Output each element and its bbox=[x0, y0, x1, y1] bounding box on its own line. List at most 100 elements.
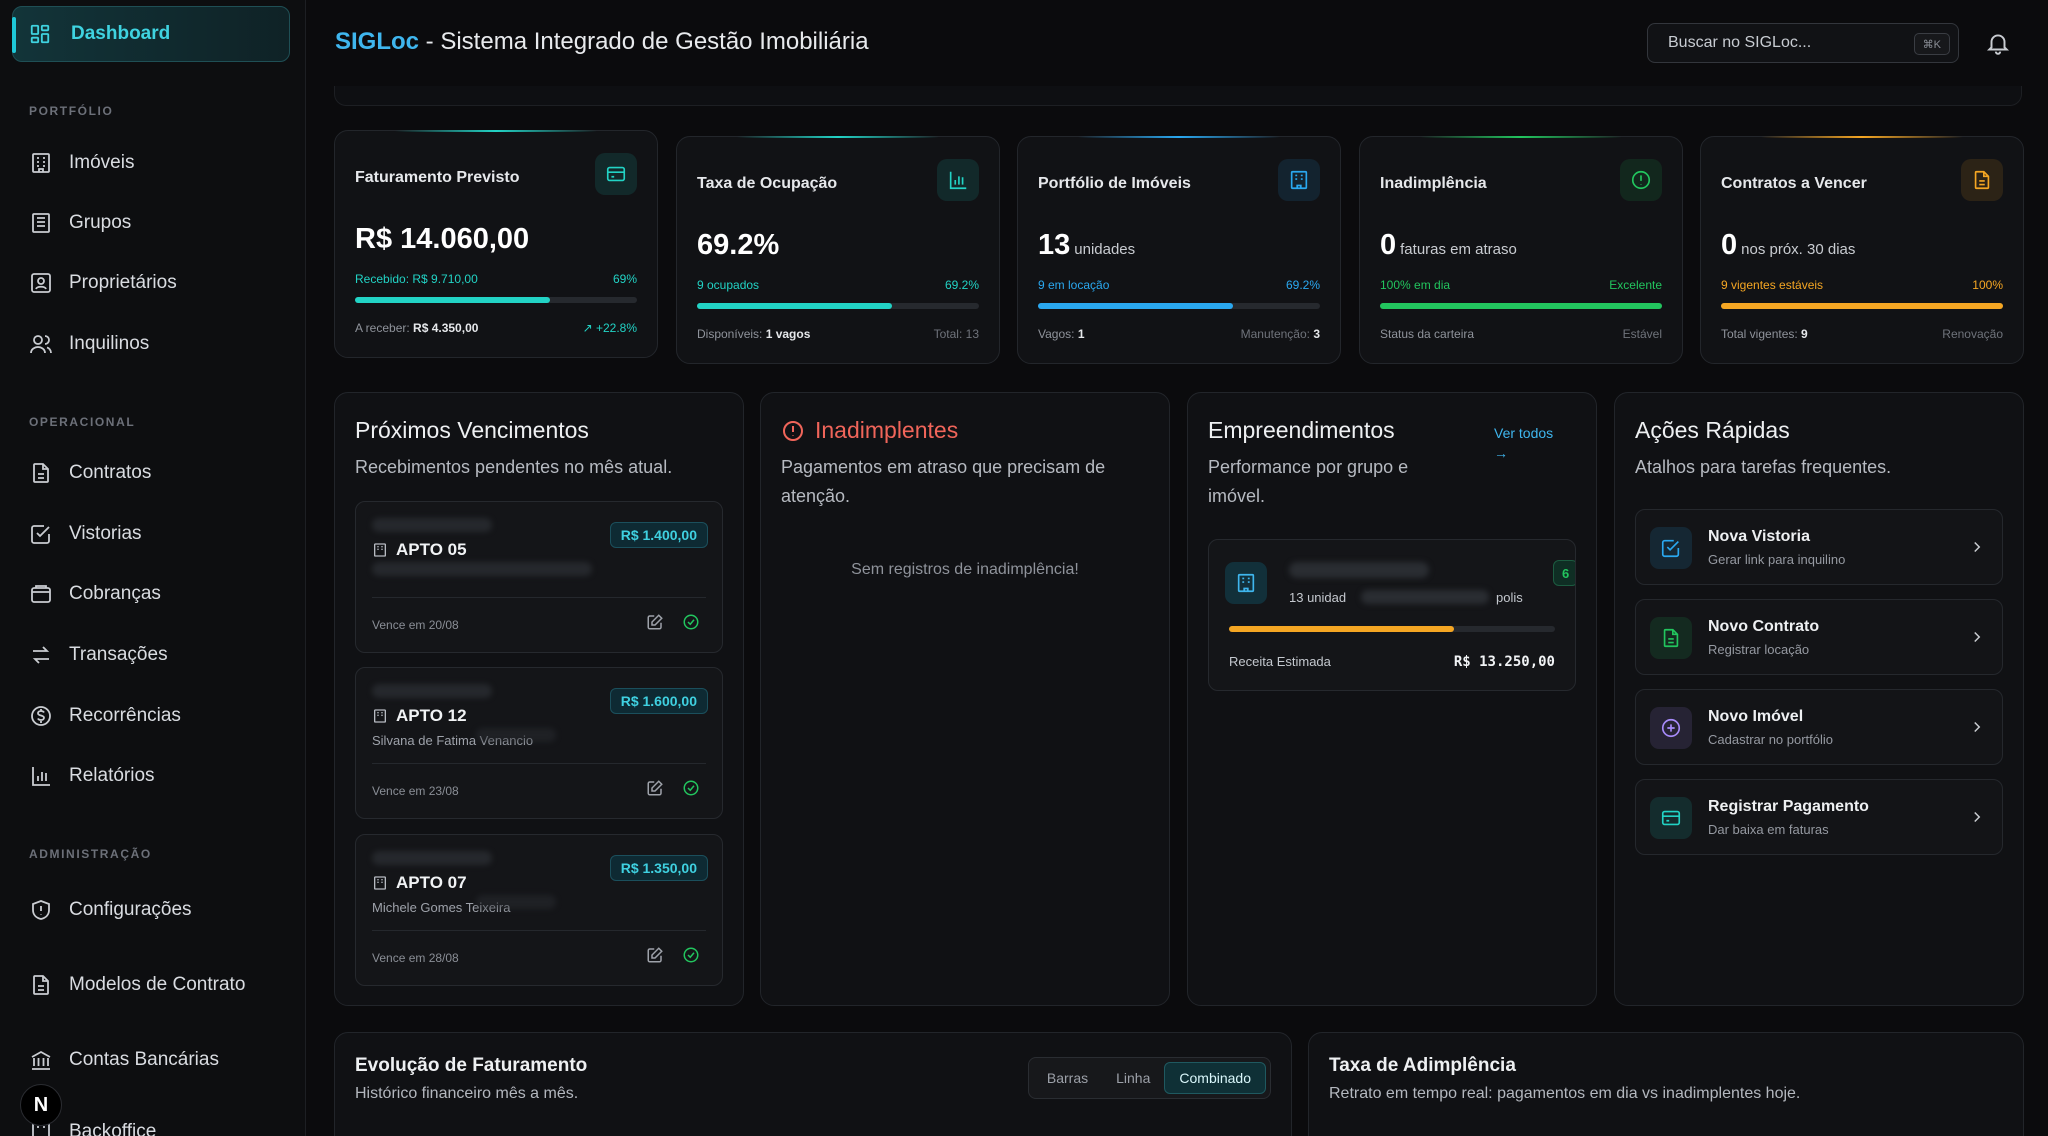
kpi-footer-value: 3 bbox=[1313, 327, 1320, 341]
building-icon bbox=[374, 543, 386, 557]
kpi-value-number: 0 bbox=[1721, 229, 1738, 261]
quick-action-subtitle: Dar baixa em faturas bbox=[1708, 822, 1829, 837]
see-all-link[interactable]: Ver todos → bbox=[1494, 423, 1553, 463]
credit-card-icon bbox=[1650, 797, 1692, 839]
header-divider bbox=[334, 86, 2022, 106]
development-units: 13 unidad bbox=[1289, 590, 1347, 605]
chevron-right-icon bbox=[1968, 538, 1986, 556]
panel-title: Evolução de Faturamento bbox=[355, 1055, 588, 1076]
compliance-rate-panel: Taxa de Adimplência Retrato em tempo rea… bbox=[1308, 1032, 2024, 1136]
kpi-title: Portfólio de Imóveis bbox=[1038, 175, 1191, 192]
dashboard-icon bbox=[30, 24, 50, 44]
kpi-progress-bar bbox=[355, 297, 637, 303]
delinquent-panel: Inadimplentes Pagamentos em atraso que p… bbox=[760, 392, 1170, 1006]
kpi-accent-line bbox=[1078, 136, 1280, 138]
chart-mode-toggle: Barras Linha Combinado bbox=[1027, 1057, 1271, 1099]
chart-mode-combinado[interactable]: Combinado bbox=[1164, 1062, 1266, 1094]
sidebar-item-proprietarios[interactable]: Proprietários bbox=[29, 263, 289, 303]
kpi-progress-value: 69% bbox=[612, 272, 637, 286]
sidebar-item-label: Inquilinos bbox=[69, 333, 150, 354]
sidebar-item-label: Modelos de Contrato bbox=[69, 974, 246, 995]
kpi-value: 13 unidades bbox=[1038, 229, 1135, 262]
panel-subtitle: Retrato em tempo real: pagamentos em dia… bbox=[1329, 1085, 1801, 1102]
redacted-text bbox=[476, 728, 556, 742]
quick-action-3[interactable]: Novo Imóvel Cadastrar no portfólio bbox=[1635, 689, 2003, 765]
kpi-footer-right: Estável bbox=[1622, 327, 1662, 341]
sidebar-item-contratos[interactable]: Contratos bbox=[29, 453, 289, 493]
kpi-footer-right: ↗ +22.8% bbox=[582, 321, 637, 335]
kpi-progress-label: 100% em dia bbox=[1380, 278, 1451, 292]
sidebar-item-grupos[interactable]: Grupos bbox=[29, 203, 289, 243]
sidebar-item-label: Grupos bbox=[69, 212, 132, 233]
building-icon bbox=[1225, 562, 1267, 604]
sidebar-item-imoveis[interactable]: Imóveis bbox=[29, 143, 289, 183]
check-circle-icon[interactable] bbox=[682, 779, 702, 799]
sidebar-item-dashboard[interactable]: Dashboard bbox=[12, 6, 290, 62]
sidebar-item-modelos-contrato[interactable]: Modelos de Contrato bbox=[29, 965, 289, 1005]
grid-building-icon bbox=[32, 213, 50, 233]
sidebar-item-label: Contratos bbox=[69, 462, 152, 483]
bell-icon[interactable] bbox=[1985, 30, 2011, 56]
development-card[interactable]: 13 unidad polis 6 Receita Estimada R$ 13… bbox=[1208, 539, 1576, 691]
revenue-value: R$ 13.250,00 bbox=[1453, 654, 1555, 670]
see-all-label: Ver todos bbox=[1494, 425, 1554, 441]
sidebar-item-label: Relatórios bbox=[69, 765, 155, 786]
users-icon bbox=[30, 335, 52, 354]
chart-mode-linha[interactable]: Linha bbox=[1116, 1070, 1151, 1086]
sidebar-item-backoffice[interactable]: Backoffice bbox=[29, 1112, 289, 1136]
redacted-text bbox=[372, 518, 492, 532]
sidebar-item-vistorias[interactable]: Vistorias bbox=[29, 514, 289, 554]
edit-icon[interactable] bbox=[646, 779, 666, 799]
avatar[interactable]: N bbox=[20, 1084, 62, 1126]
kpi-value: R$ 14.060,00 bbox=[355, 223, 529, 256]
check-circle-icon[interactable] bbox=[682, 946, 702, 966]
search-input[interactable]: Buscar no SIGLoc... ⌘K bbox=[1647, 23, 1959, 63]
sidebar-item-configuracoes[interactable]: Configurações bbox=[29, 890, 289, 930]
app-title: - Sistema Integrado de Gestão Imobiliári… bbox=[419, 28, 869, 55]
file-text-icon bbox=[33, 463, 49, 483]
sidebar-item-inquilinos[interactable]: Inquilinos bbox=[29, 324, 289, 364]
kpi-value-number: 13 bbox=[1038, 229, 1071, 261]
payment-card[interactable]: R$ 1.600,00 APTO 12 Silvana de Fatima Vena… bbox=[355, 667, 723, 819]
edit-icon[interactable] bbox=[646, 946, 666, 966]
sidebar-item-contas-bancarias[interactable]: Contas Bancárias bbox=[29, 1040, 289, 1080]
payment-card[interactable]: R$ 1.400,00 APTO 05 Vence em 20/08 bbox=[355, 501, 723, 653]
kpi-footer-left: Status da carteira bbox=[1380, 327, 1474, 341]
quick-action-4[interactable]: Registrar Pagamento Dar baixa em faturas bbox=[1635, 779, 2003, 855]
edit-icon[interactable] bbox=[646, 613, 666, 633]
kpi-value-number: 0 bbox=[1380, 229, 1397, 261]
quick-action-title: Novo Contrato bbox=[1708, 618, 1820, 635]
kpi-progress-bar bbox=[697, 303, 979, 309]
kpi-value: 0 nos próx. 30 dias bbox=[1721, 229, 1855, 262]
sidebar-item-label: Proprietários bbox=[69, 272, 177, 293]
redacted-text bbox=[372, 684, 492, 698]
kpi-footer-label: Disponíveis: bbox=[697, 327, 766, 341]
chart-mode-barras[interactable]: Barras bbox=[1046, 1070, 1089, 1086]
sidebar-item-recorrencias[interactable]: Recorrências bbox=[29, 696, 289, 736]
sidebar-item-label: Contas Bancárias bbox=[69, 1049, 219, 1070]
sidebar-item-relatorios[interactable]: Relatórios bbox=[29, 756, 289, 796]
panel-title-text: Inadimplentes bbox=[815, 417, 959, 443]
quick-actions-panel: Ações Rápidas Atalhos para tarefas frequ… bbox=[1614, 392, 2024, 1006]
redacted-name bbox=[1289, 562, 1429, 578]
redacted-text bbox=[1361, 590, 1489, 604]
kpi-value-number: 69.2% bbox=[697, 229, 780, 261]
sidebar-item-cobrancas[interactable]: Cobranças bbox=[29, 574, 289, 614]
kpi-footer-right: Total: 13 bbox=[933, 327, 979, 341]
sidebar-item-transacoes[interactable]: Transações bbox=[29, 635, 289, 675]
revenue-evolution-panel: Evolução de Faturamento Histórico financ… bbox=[334, 1032, 1292, 1136]
quick-action-1[interactable]: Nova Vistoria Gerar link para inquilino bbox=[1635, 509, 2003, 585]
wallet-icon bbox=[31, 585, 51, 603]
developments-panel: Empreendimentos Performance por grupo e … bbox=[1187, 392, 1597, 1006]
payment-card[interactable]: R$ 1.350,00 APTO 07 Michele Gomes Teixeira… bbox=[355, 834, 723, 986]
building-icon bbox=[1278, 159, 1320, 201]
redacted-text bbox=[372, 851, 492, 865]
development-units-tail: polis bbox=[1496, 590, 1523, 605]
quick-action-2[interactable]: Novo Contrato Registrar locação bbox=[1635, 599, 2003, 675]
section-title-operational: OPERACIONAL bbox=[29, 415, 136, 429]
kpi-footer-label: A receber: bbox=[355, 321, 414, 335]
chevron-right-icon bbox=[1968, 808, 1986, 826]
shield-icon bbox=[32, 900, 50, 920]
check-circle-icon[interactable] bbox=[682, 613, 702, 633]
kpi-value-unit: nos próx. 30 dias bbox=[1741, 241, 1856, 258]
